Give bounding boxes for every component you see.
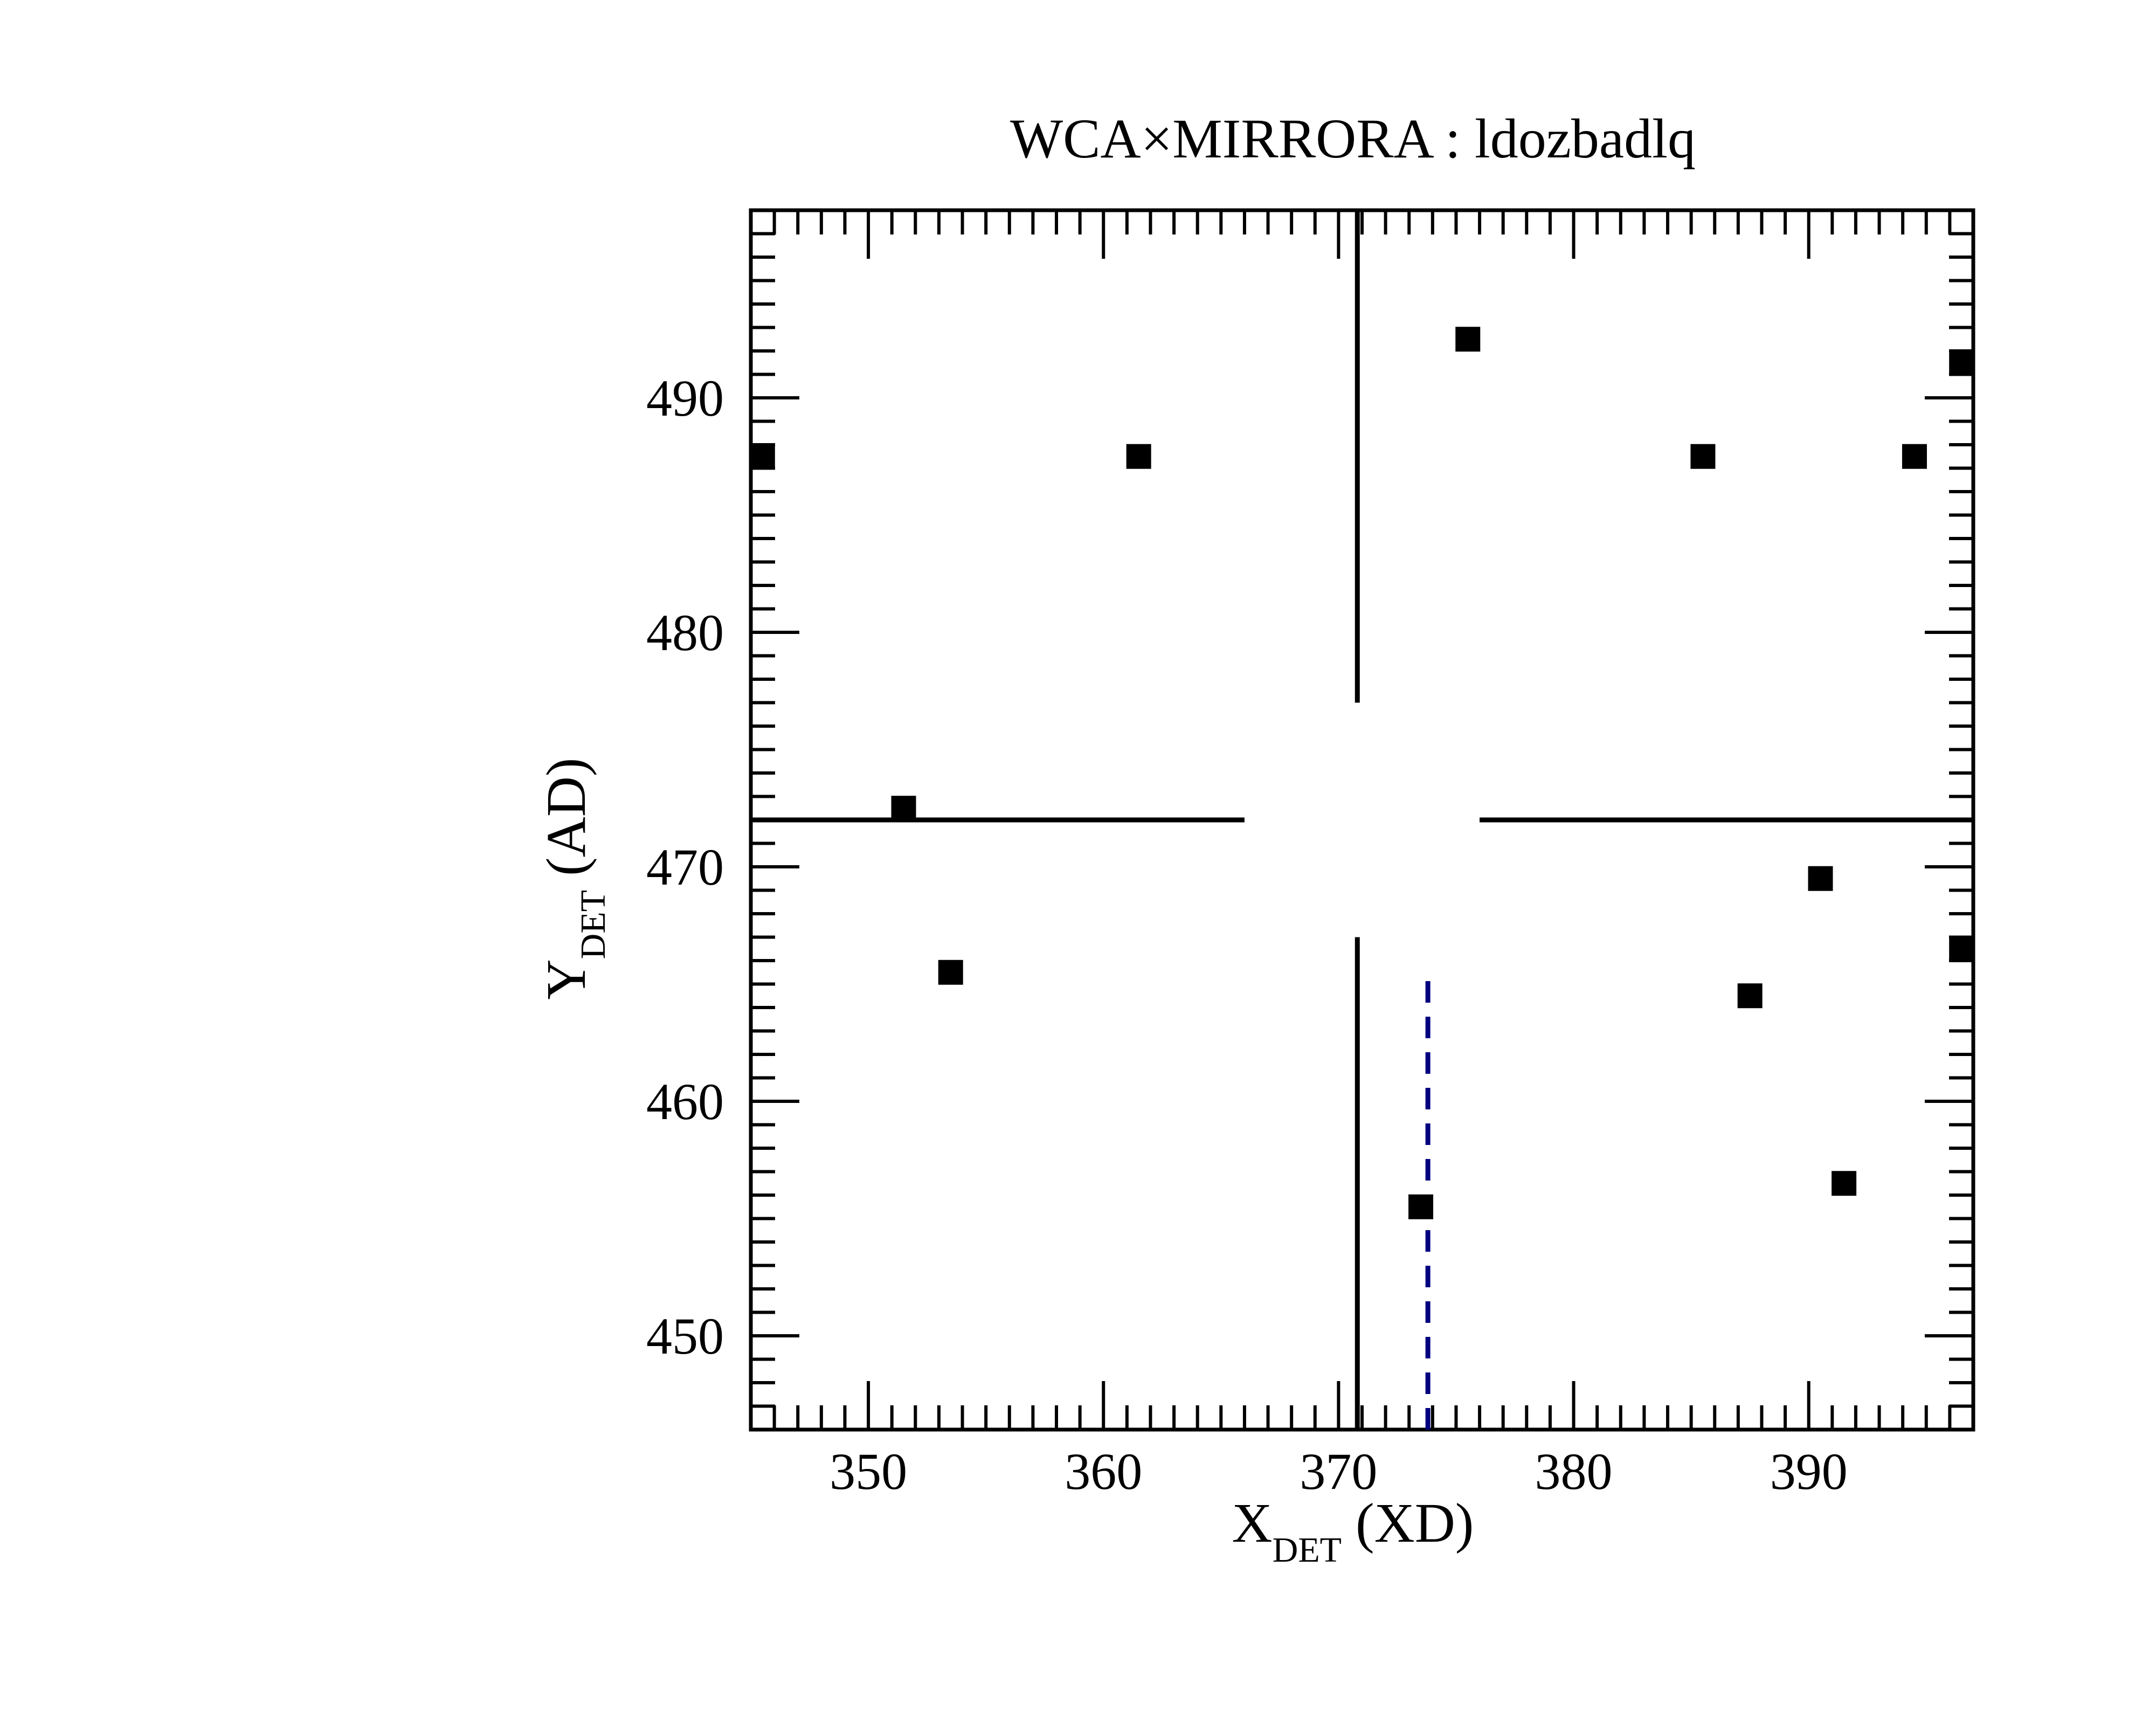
data-point <box>1832 1171 1857 1196</box>
x-tick-label: 380 <box>1535 1443 1613 1500</box>
data-point <box>1455 327 1481 352</box>
data-point <box>1949 936 1974 962</box>
x-tick-label: 370 <box>1300 1443 1377 1500</box>
data-point <box>891 796 916 821</box>
y-tick-label: 480 <box>646 604 724 661</box>
data-point <box>1126 444 1151 469</box>
y-axis-label: YDET (AD) <box>535 758 613 1000</box>
x-axis-label: XDET (XD) <box>1232 1492 1474 1570</box>
y-tick-label: 460 <box>646 1073 724 1130</box>
y-tick-label: 490 <box>646 369 724 427</box>
x-tick-label: 360 <box>1065 1443 1142 1500</box>
data-point <box>1408 1194 1434 1219</box>
data-point <box>938 960 963 985</box>
data-point <box>1808 866 1833 891</box>
y-tick-label: 470 <box>646 838 724 896</box>
chart-title: WCA×MIRRORA : ldozbadlq <box>1010 108 1696 170</box>
x-tick-label: 350 <box>830 1443 907 1500</box>
data-point <box>1949 350 1974 375</box>
y-tick-label: 450 <box>646 1307 724 1365</box>
data-point <box>1690 444 1716 469</box>
x-tick-label: 390 <box>1770 1443 1848 1500</box>
data-point <box>750 444 775 469</box>
plot-area: 350 360 370 380 390 450 460 470 480 490 <box>646 208 1975 1500</box>
data-point <box>1902 444 1927 469</box>
data-point <box>1737 983 1763 1009</box>
